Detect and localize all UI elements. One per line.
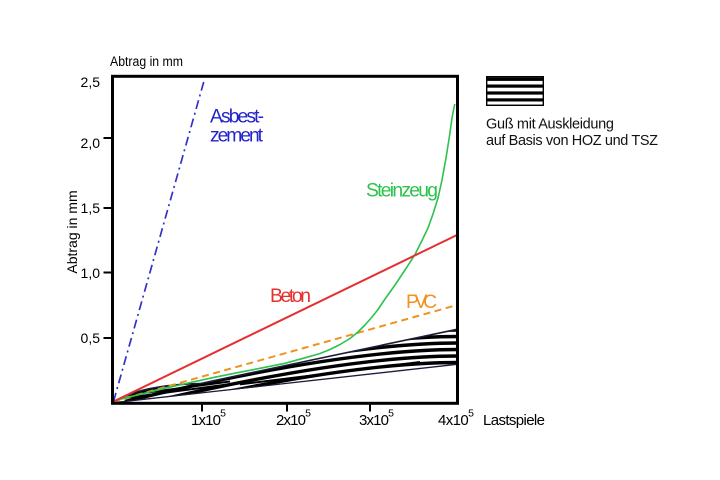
svg-text:Asbest-: Asbest- [210,107,264,128]
svg-text:PVC: PVC [406,292,437,313]
svg-text:4x105: 4x105 [438,408,474,430]
svg-text:Guß mit Auskleidung: Guß mit Auskleidung [486,117,614,133]
svg-text:2,0: 2,0 [81,135,101,151]
svg-text:1,0: 1,0 [81,265,101,281]
svg-text:Abtrag in mm: Abtrag in mm [110,54,183,69]
svg-text:3x105: 3x105 [359,408,394,430]
svg-text:auf Basis von HOZ und TSZ: auf Basis von HOZ und TSZ [486,133,658,149]
svg-text:1,5: 1,5 [81,200,101,216]
svg-text:1x105: 1x105 [191,408,226,430]
svg-text:2,5: 2,5 [81,74,101,90]
svg-text:zement: zement [210,126,264,147]
svg-text:Abtrag in mm: Abtrag in mm [64,190,80,273]
svg-text:Lastspiele: Lastspiele [483,412,545,429]
svg-text:2x105: 2x105 [276,408,311,430]
svg-text:Beton: Beton [270,286,311,307]
svg-text:0,5: 0,5 [81,330,101,346]
svg-text:Steinzeug: Steinzeug [366,180,438,201]
